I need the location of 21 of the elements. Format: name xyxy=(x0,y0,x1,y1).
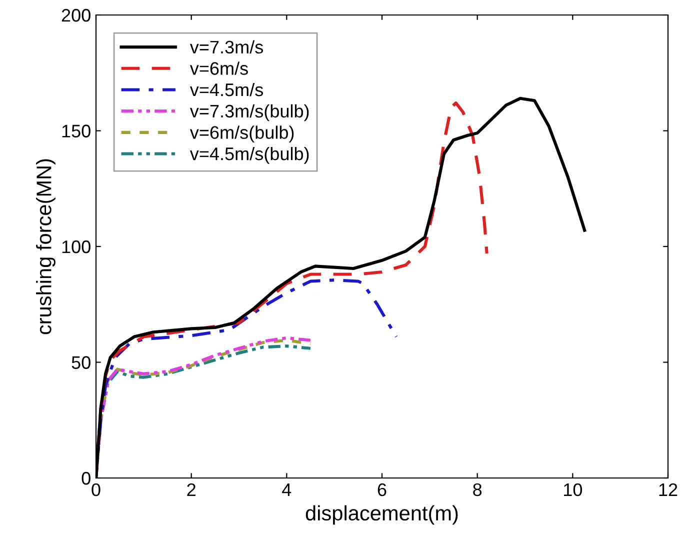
x-tick-label: 2 xyxy=(187,483,196,496)
y-tick-label: 50 xyxy=(72,356,90,369)
x-tick-label: 12 xyxy=(659,483,678,496)
legend-label: v=7.3m/s(bulb) xyxy=(190,104,309,122)
legend-label: v=4.5m/s(bulb) xyxy=(190,147,309,164)
y-axis-title: crushing force(MN) xyxy=(36,159,56,334)
line-series xyxy=(96,278,398,478)
y-tick-label: 0 xyxy=(82,472,90,485)
x-tick-label: 10 xyxy=(564,483,582,496)
x-tick-label: 4 xyxy=(282,484,292,496)
x-axis-title: displacement(m) xyxy=(306,505,458,525)
y-tick-label: 150 xyxy=(62,124,90,138)
y-tick-label: 200 xyxy=(62,8,90,22)
legend-label: v=7.3m/s xyxy=(190,40,263,54)
x-tick-label: 6 xyxy=(378,483,386,496)
x-tick-label: 8 xyxy=(473,483,482,496)
y-tick-label: 100 xyxy=(62,240,90,254)
x-tick-label: 0 xyxy=(92,483,100,496)
legend-label: v=6m/s xyxy=(190,62,248,75)
legend-label: v=4.5m/s xyxy=(190,82,263,96)
legend-label: v=6m/s(bulb) xyxy=(190,126,294,142)
